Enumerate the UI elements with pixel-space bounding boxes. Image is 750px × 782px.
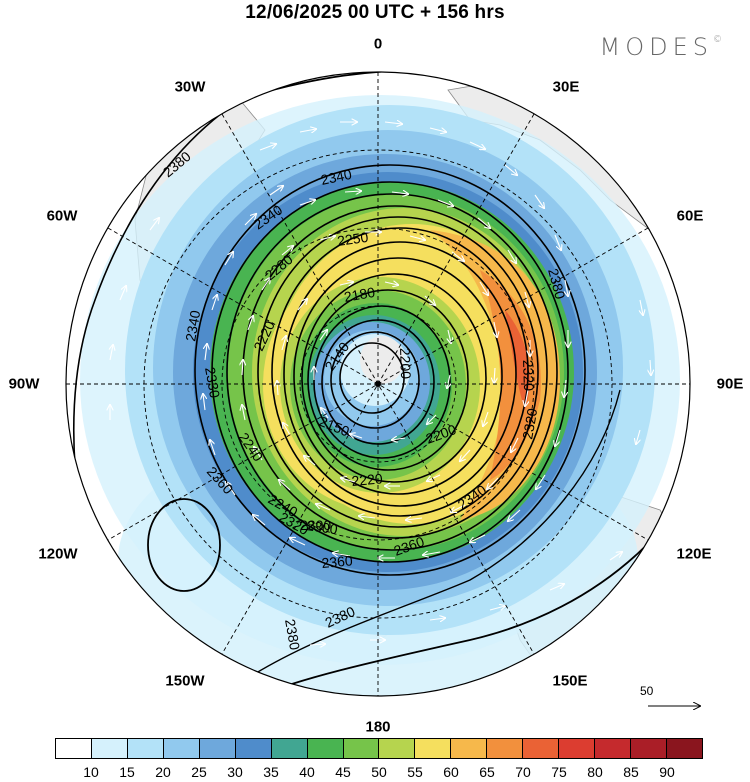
colorbar-swatch xyxy=(271,739,308,758)
lon-label-90w: 90W xyxy=(8,375,40,393)
copyright-mark: © xyxy=(713,35,722,45)
lon-label-30w: 30W xyxy=(174,78,206,96)
south-pole-dot xyxy=(375,381,381,387)
colorbar-tick-label: 45 xyxy=(335,764,351,780)
contour-label: 2300 xyxy=(306,517,339,537)
reference-vector-label: 50 xyxy=(640,684,654,698)
contour-label: 2320 xyxy=(520,360,537,392)
brand-name: MODES xyxy=(599,33,713,61)
lon-label-120w: 120W xyxy=(38,545,78,563)
colorbar-swatch xyxy=(235,739,272,758)
modes-logo: MODES© xyxy=(600,33,722,61)
colorbar-tick-label: 30 xyxy=(227,764,243,780)
colorbar-swatch xyxy=(595,739,631,758)
colorbar-swatch xyxy=(91,739,128,758)
lon-label-120e: 120E xyxy=(676,545,712,563)
contour-label: 2180 xyxy=(343,284,377,305)
contour-label: 2340 xyxy=(319,166,353,188)
colorbar-tick-label: 35 xyxy=(263,764,279,780)
colorbar-tick-label: 65 xyxy=(479,764,495,780)
colorbar-tick-label: 90 xyxy=(659,764,675,780)
chart-title: 12/06/2025 00 UTC + 156 hrs xyxy=(245,2,505,23)
colorbar-swatch xyxy=(127,739,164,758)
colorbar-swatch xyxy=(523,739,560,758)
lon-label-0: 0 xyxy=(373,35,383,53)
colorbar-swatch xyxy=(56,739,92,758)
colorbar-tick-label: 40 xyxy=(299,764,315,780)
lon-label-90e: 90E xyxy=(716,375,744,393)
colorbar-swatch xyxy=(379,739,416,758)
contour-label: 2380 xyxy=(545,267,569,301)
lon-label-30e: 30E xyxy=(552,78,580,96)
colorbar-swatch xyxy=(343,739,380,758)
colorbar-swatch xyxy=(631,739,667,758)
colorbar-swatch xyxy=(559,739,596,758)
colorbar xyxy=(55,738,703,759)
colorbar-tick-label: 20 xyxy=(155,764,171,780)
colorbar-tick-label: 55 xyxy=(407,764,423,780)
contour-label: 2380 xyxy=(282,618,303,652)
colorbar-swatch xyxy=(307,739,344,758)
contour-label: 2220 xyxy=(351,470,384,489)
colorbar-tick-label: 25 xyxy=(191,764,207,780)
lon-label-60e: 60E xyxy=(676,207,704,225)
map-disk xyxy=(66,72,690,696)
colorbar-tick-label: 80 xyxy=(587,764,603,780)
colorbar-tick-label: 75 xyxy=(551,764,567,780)
colorbar-swatch xyxy=(666,739,702,758)
contour-label: 2250 xyxy=(336,229,369,249)
wind-vectors xyxy=(110,122,651,645)
colorbar-tick-label: 15 xyxy=(119,764,135,780)
colorbar-tick-label: 10 xyxy=(83,764,99,780)
colorbar-ticks: 10 15 20 25 30 35 40 45 50 55 60 65 70 75 80 85 90 xyxy=(55,764,703,780)
contour-label: 2360 xyxy=(321,552,354,571)
lon-label-60w: 60W xyxy=(46,207,78,225)
colorbar-swatch xyxy=(415,739,452,758)
contour-label: 2340 xyxy=(182,309,203,343)
colorbar-tick-label: 85 xyxy=(623,764,639,780)
colorbar-tick-label: 70 xyxy=(515,764,531,780)
colorbar-swatch xyxy=(163,739,200,758)
map-boundary xyxy=(65,71,691,697)
lon-label-150w: 150W xyxy=(165,672,205,690)
colorbar-swatch xyxy=(487,739,524,758)
contour-label: 2200 xyxy=(397,348,414,380)
jet-core-red xyxy=(480,270,541,480)
contour-label: 2320 xyxy=(519,407,540,441)
lon-label-150e: 150E xyxy=(552,672,588,690)
colorbar-swatch xyxy=(451,739,488,758)
wind-speed-shading xyxy=(80,95,680,696)
colorbar-tick-label: 50 xyxy=(371,764,387,780)
lon-label-180: 180 xyxy=(365,718,391,736)
contour-label: 2330 xyxy=(202,366,223,400)
contour-label: 2300 xyxy=(300,517,331,533)
colorbar-swatch xyxy=(199,739,236,758)
colorbar-tick-label: 60 xyxy=(443,764,459,780)
